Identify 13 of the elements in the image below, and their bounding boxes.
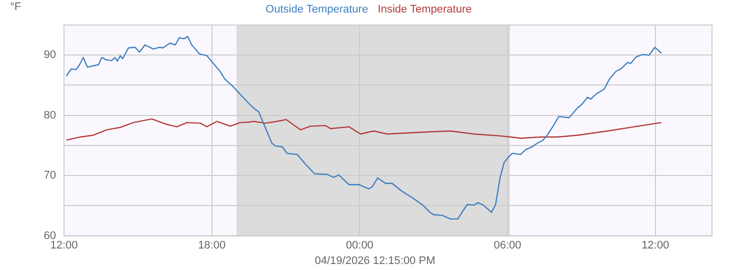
x-tick-label: 12:00 <box>642 239 670 252</box>
y-tick-label: 80 <box>44 109 56 122</box>
x-tick-label: 00:00 <box>346 239 374 252</box>
text: Outside Temperature <box>266 4 368 16</box>
x-tick-label: 06:00 <box>494 239 522 252</box>
x-tick-label: 12:00 <box>50 239 78 252</box>
y-tick-label: 70 <box>44 170 56 182</box>
y-axis-title: °F <box>10 1 22 13</box>
y-tick-label: 60 <box>44 230 56 242</box>
y-tick-label: 90 <box>44 49 56 62</box>
x-tick-label: 18:00 <box>198 239 226 252</box>
text: 04/19/2026 12:15:00 PM <box>314 255 436 267</box>
text: Inside Temperature <box>378 4 472 16</box>
